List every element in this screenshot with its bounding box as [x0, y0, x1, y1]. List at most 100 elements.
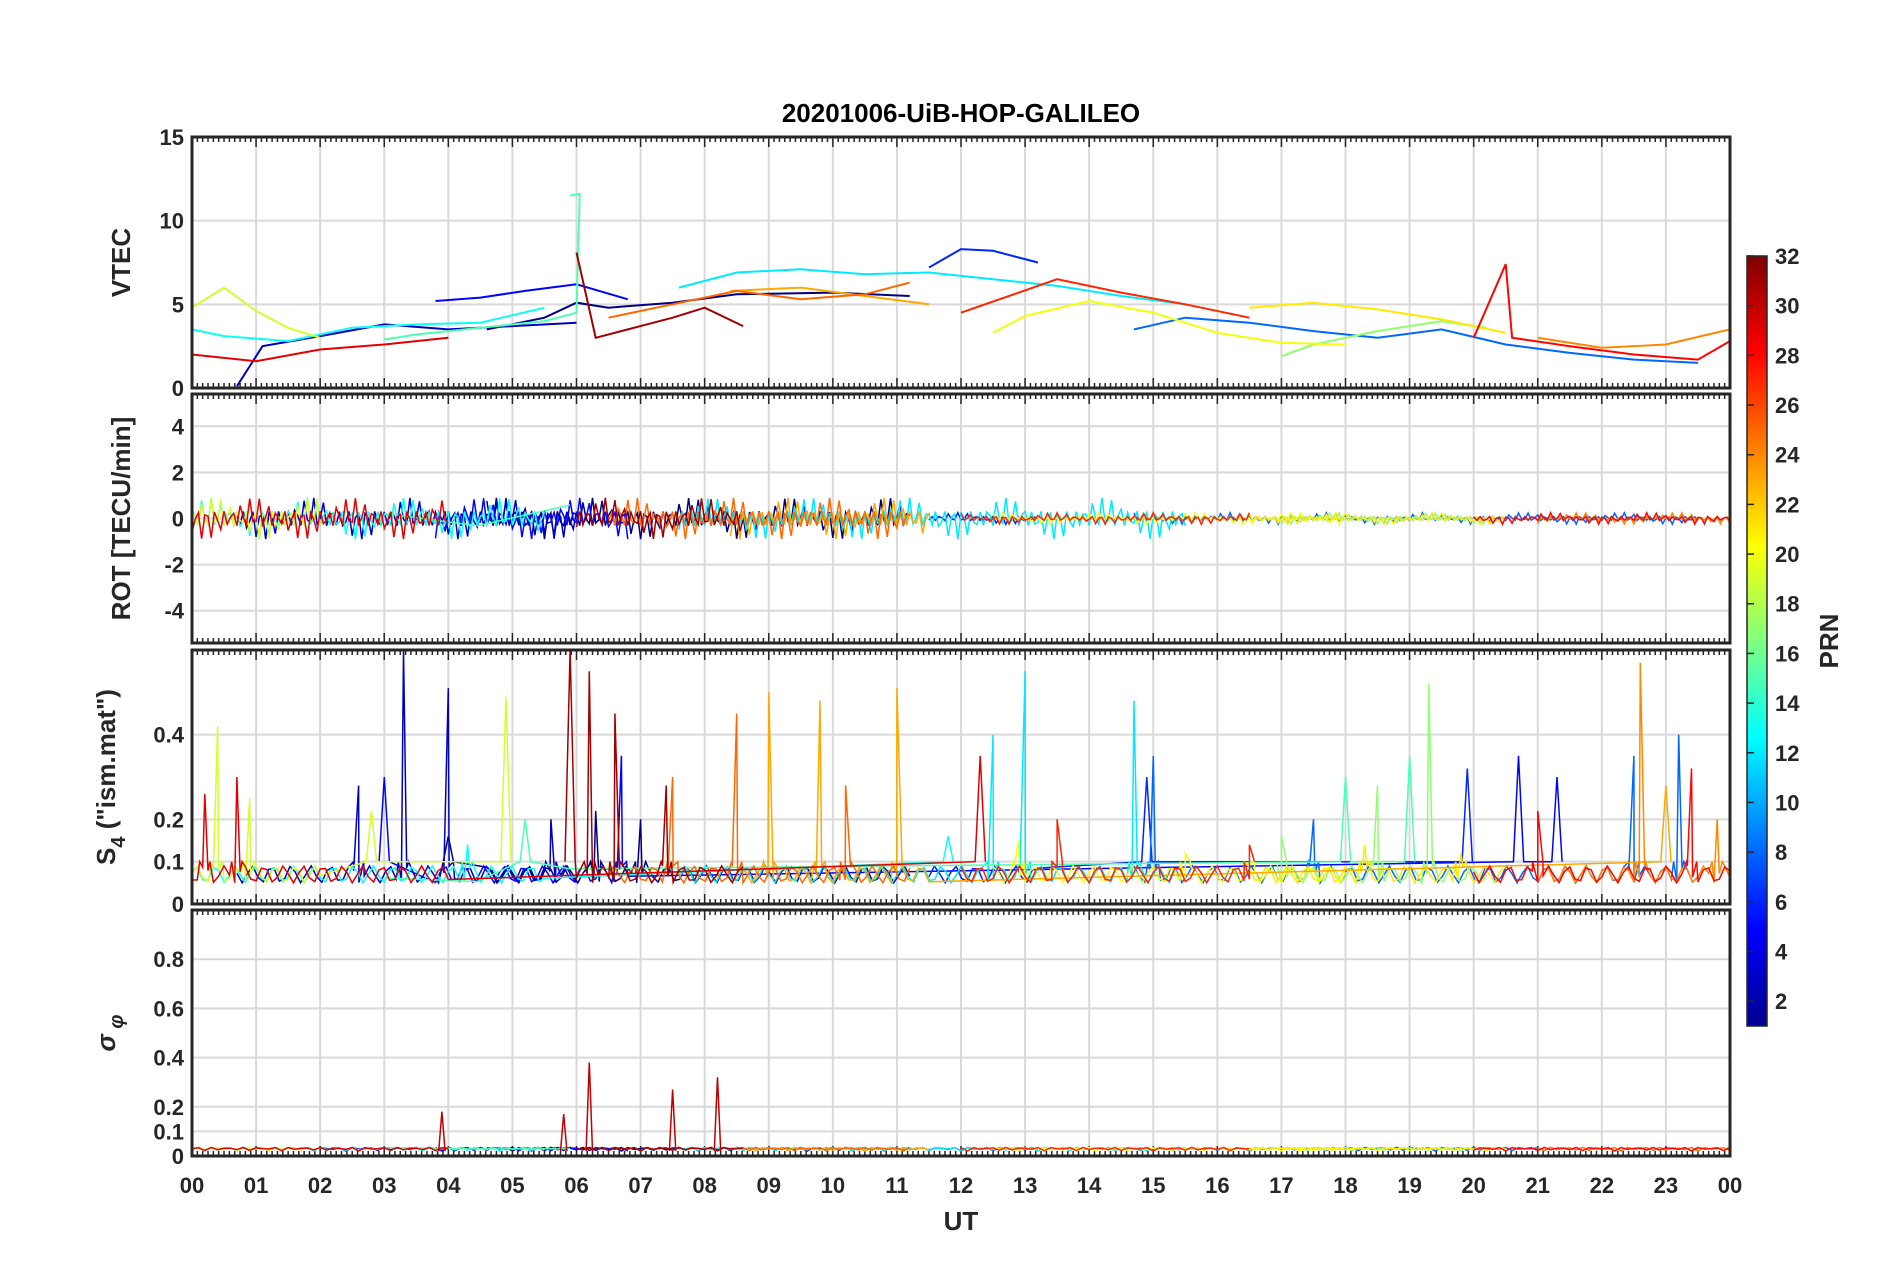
vtec-series-prn-1: [486, 291, 910, 331]
x-tick-labels: 00 01 02 03 04 05 06 07 08 09 10 11 12 13 14 15 16 17 18 19…: [180, 1173, 1742, 1198]
x-tick-label: 09: [757, 1173, 781, 1198]
label-part: φ: [106, 1015, 128, 1035]
y-tick-label: 0.8: [153, 947, 184, 972]
colorbar-tick-label: 4: [1775, 939, 1788, 964]
y-tick-label: -2: [164, 553, 184, 578]
y-tick-label: 15: [160, 125, 184, 150]
y-tick-label: 2: [172, 460, 184, 485]
rot-series-prn-27: [960, 510, 1251, 527]
rot-series-prn-31: [575, 497, 744, 539]
colorbar-tick-label: 16: [1775, 641, 1799, 666]
label-part: 4: [108, 836, 130, 848]
colorbar-gradient: [1746, 255, 1768, 1027]
s4-series-prn-15: [384, 755, 1416, 883]
x-tick-label: 18: [1333, 1173, 1357, 1198]
colorbar-tick-label: 20: [1775, 542, 1799, 567]
x-tick-label: 10: [821, 1173, 845, 1198]
s4-series-prn-6: [928, 768, 1474, 885]
panel-sigma-frame: [190, 908, 1732, 1158]
sigma-series-prn-31: [576, 1146, 744, 1152]
y-tick-label: 0: [172, 376, 184, 401]
sigma-peak: [559, 1114, 568, 1152]
vtec-series-prn-20: [992, 299, 1346, 346]
y-tick-label: 0.1: [153, 1119, 184, 1144]
x-tick-label: 20: [1461, 1173, 1485, 1198]
y-axis-label-s4: S4 ("ism.mat"): [91, 689, 130, 865]
sigma-series-prn-29: [192, 1146, 449, 1152]
colorbar-tick-label: 14: [1775, 691, 1800, 716]
x-tick-label: 19: [1397, 1173, 1421, 1198]
vtec-series-prn-25: [608, 281, 910, 319]
x-tick-label: 02: [308, 1173, 332, 1198]
colorbar-tick-label: 24: [1775, 443, 1800, 468]
colorbar-tick-label: 30: [1775, 294, 1799, 319]
x-tick-label: 15: [1141, 1173, 1165, 1198]
y-tick-label: 0: [172, 892, 184, 917]
x-tick-label: 22: [1590, 1173, 1614, 1198]
panel-s4-data: [192, 650, 1730, 886]
colorbar-tick-label: 10: [1775, 790, 1799, 815]
panel-s4: 0 0.1 0.2 0.4 S4 ("ism.mat"): [91, 648, 1732, 917]
y-tick-label: 0.2: [153, 1095, 184, 1120]
colorbar-tick-label: 28: [1775, 343, 1799, 368]
x-tick-label: 04: [436, 1173, 461, 1198]
label-part: S: [91, 848, 121, 865]
y-axis-label-vtec: VTEC: [106, 228, 136, 298]
vtec-series-prn-6: [928, 248, 1039, 269]
colorbar-tick-label: 26: [1775, 393, 1799, 418]
x-tick-label: 11: [885, 1173, 908, 1198]
colorbar-tick-label: 2: [1775, 989, 1787, 1014]
panel-rot-frame: [190, 392, 1732, 645]
rot-series-prn-5: [434, 497, 629, 540]
s4-series-prn-29: [192, 755, 987, 885]
rot-series-prn-25: [607, 497, 911, 540]
panel-rot: -4 -2 0 2 4 ROT [TECU/min]: [106, 392, 1732, 645]
x-tick-label: 14: [1077, 1173, 1102, 1198]
y-tick-label: 0.6: [153, 996, 184, 1021]
colorbar-tick-label: 8: [1775, 840, 1787, 865]
x-tick-label: 01: [244, 1173, 268, 1198]
x-tick-label: 06: [564, 1173, 588, 1198]
colorbar-tick-label: 12: [1775, 741, 1799, 766]
vtec-series-prn-31: [575, 252, 744, 340]
panel-sigma-data: [192, 1062, 1730, 1152]
panel-vtec-frame: [190, 135, 1732, 390]
s4-series-prn-19: [192, 696, 512, 884]
sigma-peak: [668, 1089, 677, 1152]
label-part: ("ism.mat"): [91, 689, 121, 836]
rot-series-prn-21: [1248, 510, 1507, 527]
rot-series-prn-23: [729, 497, 930, 540]
vtec-series-prn-15: [384, 192, 581, 341]
sigma-series-prn-21: [1249, 1146, 1506, 1152]
rot-series-prn-29: [192, 498, 449, 540]
vtec-series-prn-27: [960, 278, 1250, 319]
y-tick-label: 4: [172, 414, 185, 439]
colorbar-label: PRN: [1814, 614, 1844, 669]
panel-vtec-data: [192, 192, 1730, 387]
sigma-peak: [585, 1062, 594, 1152]
vtec-series-prn-19: [192, 286, 321, 339]
x-axis-label: UT: [944, 1206, 979, 1236]
sigma-peak: [437, 1111, 446, 1152]
vtec-series-prn-8: [1133, 316, 1699, 364]
x-tick-label: 16: [1205, 1173, 1229, 1198]
x-tick-label: 08: [692, 1173, 716, 1198]
s4-series-prn-28: [1473, 768, 1730, 885]
y-tick-label: 5: [172, 292, 184, 317]
y-tick-label: 0: [172, 1144, 184, 1169]
y-tick-label: 0.1: [153, 850, 184, 875]
rot-series-prn-28: [1473, 510, 1730, 527]
vtec-series-prn-28: [1472, 263, 1730, 361]
s4-series-prn-24: [1537, 662, 1730, 885]
y-tick-label: 0.2: [153, 807, 184, 832]
x-tick-label: 05: [500, 1173, 524, 1198]
x-tick-label: 00: [1718, 1173, 1742, 1198]
s4-series-prn-31: [564, 650, 744, 886]
x-tick-label: 21: [1526, 1173, 1550, 1198]
x-tick-label: 17: [1269, 1173, 1293, 1198]
colorbar-tick-label: 22: [1775, 492, 1799, 517]
vtec-series-prn-24: [1537, 328, 1730, 349]
y-axis-label-sigma: σ φ: [91, 1015, 128, 1052]
